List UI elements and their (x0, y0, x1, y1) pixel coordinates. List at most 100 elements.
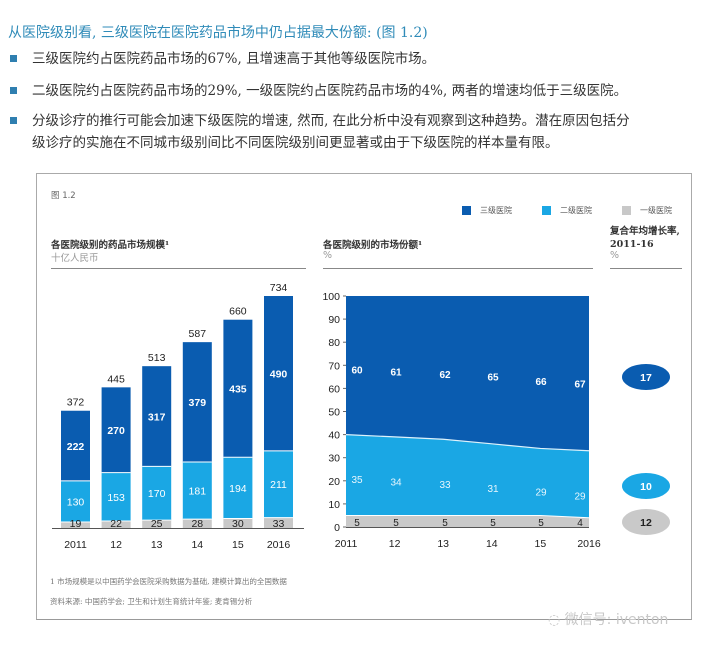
bar-segment-tier2 (101, 472, 131, 522)
area-value-label-tier1: 5 (442, 518, 448, 529)
area-y-tick-label: 30 (328, 453, 340, 465)
bullet-text: 二级医院约占医院药品市场的29%, 一级医院约占医院药品市场的4%, 两者的增速… (32, 83, 628, 99)
watermark-text: 微信号: iventon (564, 612, 669, 628)
bar-chart-title-rule (51, 268, 306, 269)
bar-value-label-tier3: 317 (148, 411, 166, 423)
bar-value-label-tier1: 28 (191, 518, 203, 530)
footnote-source: 资料来源: 中国药学会; 卫生和计划生育统计年鉴; 麦肯锡分析 (50, 597, 253, 606)
area-boundary-tier2 (345, 434, 590, 452)
bar-total-label: 587 (189, 328, 207, 340)
bullet-item: 二级医院约占医院药品市场的29%, 一级医院约占医院药品市场的4%, 两者的增速… (8, 80, 708, 102)
bar-value-label-tier3: 379 (189, 397, 207, 409)
area-value-label-tier2: 31 (487, 484, 499, 495)
bar-value-label-tier3: 222 (67, 441, 85, 453)
bullet-item: 三级医院约占医院药品市场的67%, 且增速高于其他等级医院市场。 (8, 48, 708, 70)
area-x-tick-label: 12 (389, 538, 401, 550)
bar-value-label-tier2: 194 (229, 483, 247, 495)
area-tier1 (346, 515, 589, 527)
bar-segment-tier1 (101, 521, 131, 528)
area-chart-unit: % (323, 250, 333, 261)
bar-segment-tier2 (223, 457, 253, 519)
bar-value-label-tier3: 490 (270, 368, 288, 380)
cagr-value-label: 10 (640, 481, 652, 493)
area-y-tick-label: 20 (328, 476, 340, 488)
watermark: ◌ 微信号: iventon (548, 609, 668, 629)
bar-segment-tier2 (182, 461, 212, 520)
bar-x-tick-label: 15 (232, 539, 244, 551)
bar-segment-tier1 (223, 518, 253, 528)
area-value-label-tier1: 5 (538, 518, 544, 529)
bar-value-label-tier1: 22 (110, 518, 122, 530)
cagr-unit: % (610, 250, 620, 261)
bar-segment-tier1 (142, 520, 172, 528)
bar-total-label: 734 (270, 282, 288, 294)
legend-swatch-tier1 (622, 206, 631, 215)
bar-segment-tier1 (61, 521, 90, 528)
bar-x-tick-label: 14 (191, 539, 203, 551)
bar-segment-tier2 (142, 466, 172, 521)
area-x-tick-label: 14 (486, 538, 498, 550)
cagr-value-label: 17 (640, 372, 652, 384)
area-tier2 (346, 434, 589, 527)
area-y-tick-label: 70 (328, 360, 340, 372)
footnote-1: 1 市场规模是以中国药学会医院采购数据为基础, 建模计算出的全国数据 (50, 577, 287, 586)
bar-value-label-tier2: 170 (148, 488, 166, 500)
bar-segment-tier3 (61, 410, 90, 481)
bullet-item: 分级诊疗的推行可能会加速下级医院的增速, 然而, 在此分析中没有观察到这种趋势。… (8, 110, 720, 154)
area-y-tick-label: 10 (328, 499, 340, 511)
bar-segment-tier1 (182, 519, 212, 528)
bar-value-label-tier2: 130 (67, 496, 85, 508)
cagr-bubble (622, 364, 670, 390)
area-x-tick-label: 2011 (335, 538, 358, 550)
legend-label-tier3: 三级医院 (480, 206, 512, 215)
area-value-label-tier3: 61 (390, 368, 402, 379)
area-value-label-tier3: 60 (351, 365, 363, 376)
area-x-tick-label: 13 (437, 538, 449, 550)
bar-total-label: 372 (67, 397, 85, 409)
bullet-text: 三级医院约占医院药品市场的67%, 且增速高于其他等级医院市场。 (32, 51, 436, 67)
area-chart-title: 各医院级别的市场份额¹ (323, 240, 423, 251)
area-value-label-tier1: 5 (490, 518, 496, 529)
area-value-label-tier3: 67 (574, 379, 586, 390)
legend-label-tier1: 一级医院 (640, 206, 672, 215)
area-y-tick-label: 80 (328, 337, 340, 349)
bar-chart-unit: 十亿人民币 (51, 253, 99, 264)
area-value-label-tier1: 4 (577, 518, 583, 529)
bar-value-label-tier2: 181 (189, 486, 207, 498)
section-heading: 从医院级别看, 三级医院在医院药品市场中仍占据最大份额: (图 1.2) (8, 25, 428, 41)
bullet-text: 分级诊疗的推行可能会加速下级医院的增速, 然而, 在此分析中没有观察到这种趋势。… (32, 113, 630, 129)
area-value-label-tier2: 33 (439, 480, 451, 491)
cagr-title-rule (610, 268, 682, 269)
area-y-tick-label: 90 (328, 314, 340, 326)
bullet-square-icon (10, 55, 17, 62)
area-value-label-tier3: 62 (439, 370, 451, 381)
legend-swatch-tier2 (542, 206, 551, 215)
bullet-square-icon (10, 117, 17, 124)
bar-x-tick-label: 2016 (267, 539, 291, 551)
bar-value-label-tier1: 25 (151, 518, 163, 530)
bar-value-label-tier2: 153 (107, 492, 125, 504)
bar-segment-tier3 (101, 387, 131, 473)
area-y-tick-label: 40 (328, 430, 340, 442)
bar-value-label-tier1: 19 (70, 518, 82, 530)
bar-segment-tier2 (264, 450, 293, 518)
area-chart-title-rule (323, 268, 593, 269)
bar-value-label-tier2: 211 (270, 479, 287, 491)
bar-value-label-tier3: 435 (229, 383, 247, 395)
area-x-tick-label: 2016 (577, 538, 601, 550)
bar-segment-tier2 (61, 480, 90, 522)
area-value-label-tier2: 29 (574, 491, 586, 502)
figure-label: 图 1.2 (51, 191, 76, 201)
bar-total-label: 445 (107, 373, 125, 385)
bar-total-label: 660 (229, 306, 247, 318)
bar-segment-tier3 (142, 366, 172, 467)
cagr-bubble (622, 509, 670, 535)
bar-x-tick-label: 12 (110, 539, 122, 551)
area-value-label-tier1: 5 (354, 518, 360, 529)
bar-segment-tier1 (264, 517, 293, 528)
legend-swatch-tier3 (462, 206, 471, 215)
wechat-icon: ◌ (548, 612, 561, 628)
bar-segment-tier3 (264, 296, 293, 451)
bar-segment-tier3 (182, 342, 212, 462)
area-value-label-tier2: 35 (351, 475, 363, 486)
